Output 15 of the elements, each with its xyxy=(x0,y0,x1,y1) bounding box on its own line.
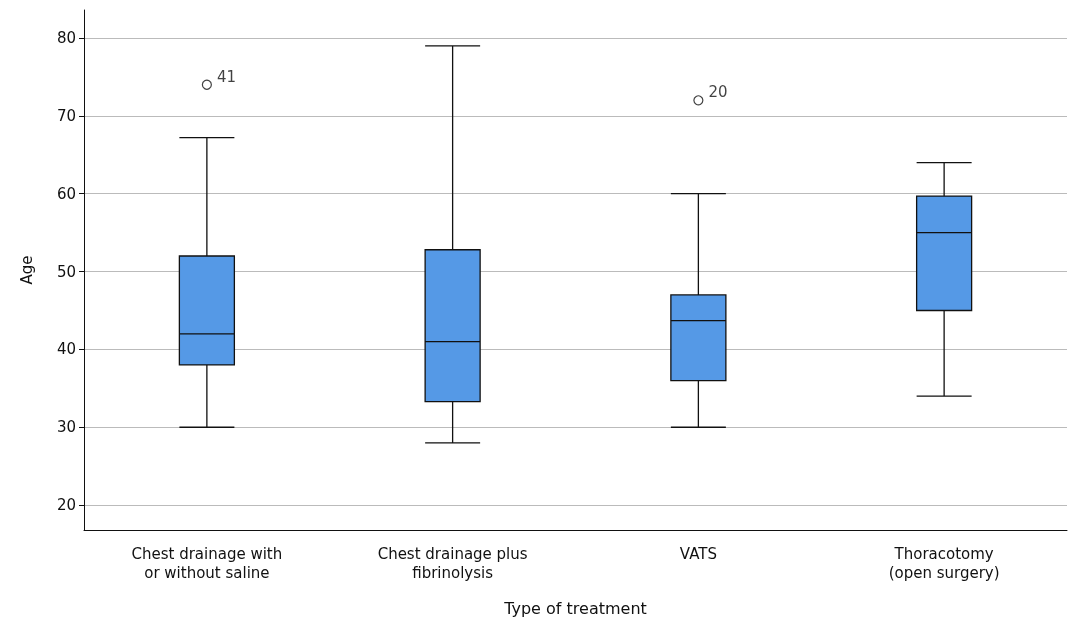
y-axis-title: Age xyxy=(17,255,36,285)
x-tick-label: Chest drainage with or without saline xyxy=(131,544,283,582)
y-tick-label: 50 xyxy=(56,262,76,281)
y-tick-label: 70 xyxy=(56,106,76,125)
y-tick-label: 30 xyxy=(56,418,76,437)
x-tick-label: VATS xyxy=(679,544,717,563)
annotation: 41 xyxy=(216,67,237,86)
annotation: 20 xyxy=(708,83,728,102)
x-tick-label: Thoracotomy (open surgery) xyxy=(888,544,1000,582)
y-tick-label: 40 xyxy=(56,340,76,359)
x-axis-title: Type of treatment xyxy=(503,598,647,618)
y-tick-label: 20 xyxy=(56,496,76,515)
y-tick-label: 60 xyxy=(56,184,76,203)
y-tick-label: 80 xyxy=(56,29,76,48)
x-tick-label: Chest drainage plus fibrinolysis xyxy=(377,544,528,582)
